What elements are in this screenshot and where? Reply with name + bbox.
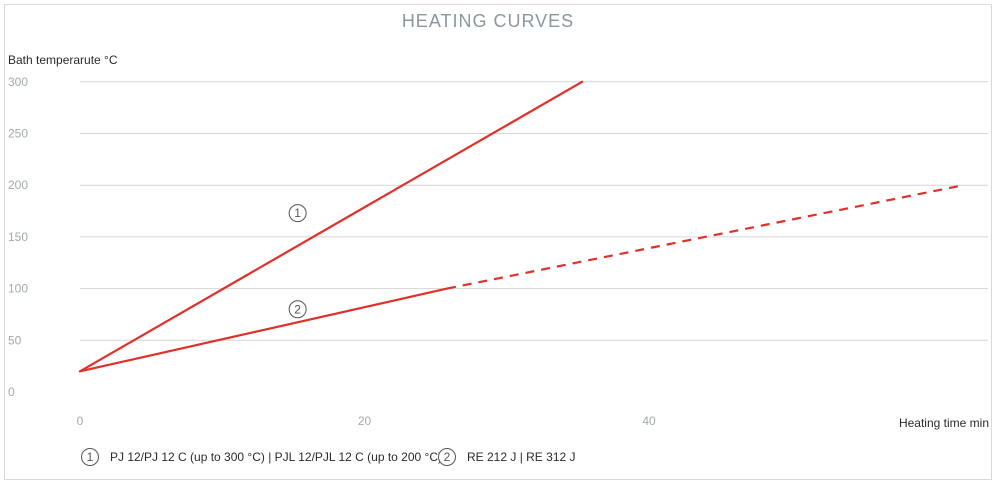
legend-marker-circle-2 bbox=[438, 448, 456, 466]
legend-marker-circle-1 bbox=[81, 448, 99, 466]
y-tick-label: 300 bbox=[8, 75, 28, 89]
series-marker-circle-2 bbox=[288, 300, 307, 319]
series-markers: 12 bbox=[288, 204, 307, 319]
series-line-2 bbox=[78, 287, 449, 373]
x-tick-labels: 0 20 40 bbox=[77, 414, 656, 428]
chart-frame bbox=[4, 4, 992, 480]
legend: 1 PJ 12/PJ 12 C (up to 300 °C) | PJL 12/P… bbox=[81, 448, 576, 466]
y-tick-label: 0 bbox=[8, 385, 15, 399]
y-tick-label: 250 bbox=[8, 127, 28, 141]
y-tick-labels: 0 50 100 150 200 250 300 bbox=[8, 75, 28, 399]
legend-marker-label-1: 1 bbox=[87, 450, 94, 464]
x-tick-label: 40 bbox=[642, 414, 656, 428]
x-tick-label: 20 bbox=[358, 414, 372, 428]
series-marker-label-1: 1 bbox=[294, 206, 301, 220]
legend-entry-2: RE 212 J | RE 312 J bbox=[467, 450, 576, 464]
x-axis-label: Heating time min bbox=[899, 416, 989, 430]
chart-title: HEATING CURVES bbox=[402, 11, 574, 31]
series-line-1 bbox=[78, 80, 584, 373]
legend-entry-1: PJ 12/PJ 12 C (up to 300 °C) | PJL 12/PJ… bbox=[110, 450, 442, 464]
gridlines bbox=[80, 81, 988, 341]
y-tick-label: 150 bbox=[8, 230, 28, 244]
legend-marker-label-2: 2 bbox=[444, 450, 451, 464]
series-marker-circle-1 bbox=[288, 204, 307, 223]
y-tick-label: 50 bbox=[8, 333, 22, 347]
series-lines bbox=[78, 80, 964, 373]
y-axis-label: Bath temperarute °C bbox=[8, 53, 118, 67]
y-tick-label: 100 bbox=[8, 282, 28, 296]
x-tick-label: 0 bbox=[77, 414, 84, 428]
series-marker-label-2: 2 bbox=[294, 302, 301, 316]
series-line-dashed-2 bbox=[446, 184, 964, 290]
y-tick-label: 200 bbox=[8, 178, 28, 192]
